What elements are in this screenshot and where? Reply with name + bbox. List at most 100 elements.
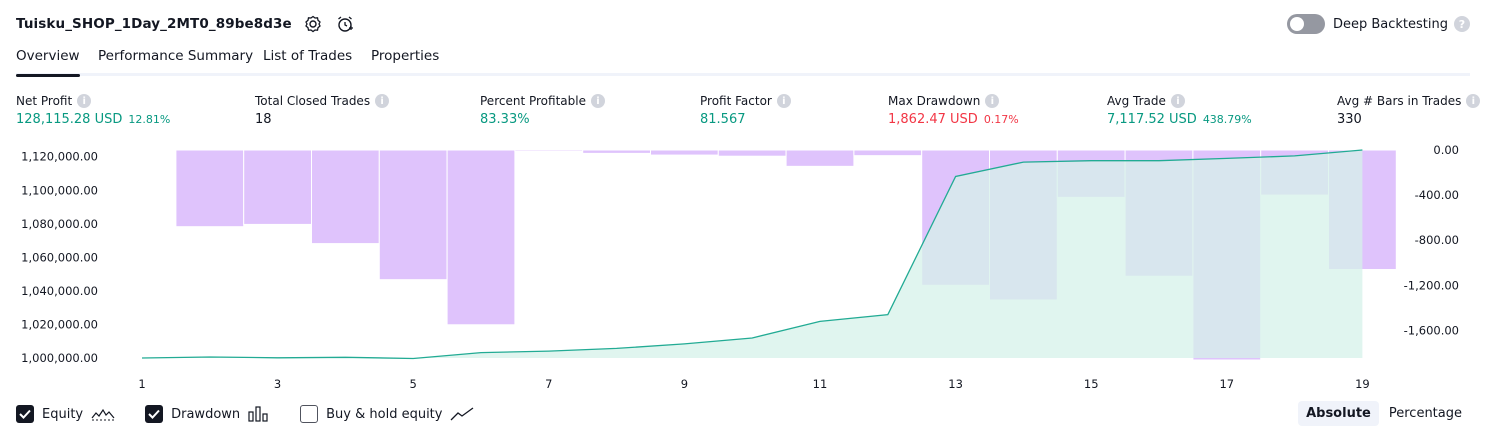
stat-label: Avg # Bars in Trades <box>1337 94 1462 108</box>
stat-value: 1,862.47 USD <box>888 112 978 127</box>
x-axis-tick: 11 <box>813 377 828 391</box>
stat-value: 18 <box>255 112 272 127</box>
stat-label: Percent Profitable <box>480 94 586 108</box>
drawdown-bar <box>107 149 177 152</box>
strategy-header: Tuisku_SHOP_1Day_2MT0_89be8d3e <box>16 12 356 36</box>
x-axis-tick: 13 <box>948 377 963 391</box>
deep-backtesting: Deep Backtesting ? <box>1286 12 1470 36</box>
legend-label: Buy & hold equity <box>326 406 443 422</box>
legend-label: Drawdown <box>171 406 241 422</box>
checkbox-drawdown[interactable] <box>145 405 164 423</box>
mode-percentage-button[interactable]: Percentage <box>1388 406 1462 421</box>
left-axis-tick: 1,020,000.00 <box>21 317 98 331</box>
stat-profit-factor: Profit Factor i 81.567 <box>700 94 791 127</box>
right-axis-tick: -400.00 <box>1415 188 1459 202</box>
legend-equity[interactable]: Equity <box>16 405 115 423</box>
stat-value: 83.33% <box>480 112 530 127</box>
settings-icon[interactable] <box>302 13 324 35</box>
right-axis: 0.00 -400.00 -800.00 -1,200.00 -1,600.00 <box>1404 143 1459 337</box>
tab-performance-summary[interactable]: Performance Summary <box>98 48 254 64</box>
stat-value: 330 <box>1337 112 1362 127</box>
drawdown-bar <box>650 149 719 156</box>
stat-percent-profitable: Percent Profitable i 83.33% <box>480 94 605 127</box>
info-icon[interactable]: i <box>590 94 605 108</box>
legend-drawdown[interactable]: Drawdown <box>145 405 270 423</box>
x-axis-tick: 15 <box>1084 377 1099 391</box>
checkbox-equity[interactable] <box>16 405 34 423</box>
x-axis-tick: 5 <box>410 377 417 391</box>
help-icon[interactable]: ? <box>1454 16 1470 32</box>
info-icon[interactable]: i <box>985 94 1000 108</box>
stat-label: Max Drawdown <box>888 94 981 108</box>
info-icon[interactable]: i <box>776 94 791 108</box>
drawdown-bar <box>717 149 787 157</box>
stat-sub: 0.17% <box>983 113 1019 126</box>
drawdown-bar <box>582 149 652 154</box>
drawdown-bars-icon <box>248 406 270 422</box>
info-icon[interactable]: i <box>1466 94 1481 108</box>
legend-label: Equity <box>42 406 84 422</box>
tab-properties[interactable]: Properties <box>371 48 440 64</box>
tab-overview[interactable]: Overview <box>16 48 80 77</box>
right-axis-tick: -800.00 <box>1415 233 1459 247</box>
drawdown-bar <box>243 149 312 225</box>
left-axis: 1,000,000.00 1,020,000.00 1,040,000.00 1,06… <box>21 150 98 365</box>
legend-buy-hold[interactable]: Buy & hold equity <box>300 405 474 423</box>
deep-backtesting-toggle[interactable] <box>1286 14 1325 34</box>
tab-list-of-trades[interactable]: List of Trades <box>263 48 353 64</box>
buy-hold-line-icon <box>450 407 474 421</box>
chart-legend: Equity Drawdown Buy & hold equity <box>16 403 504 425</box>
checkbox-buy-hold[interactable] <box>300 405 319 423</box>
equity-drawdown-chart: 1,000,000.00 1,020,000.00 1,040,000.00 1,06… <box>21 143 1459 391</box>
left-axis-tick: 1,040,000.00 <box>21 284 98 298</box>
right-axis-tick: -1,600.00 <box>1404 323 1459 337</box>
info-icon[interactable]: i <box>375 94 390 108</box>
drawdown-bar <box>853 149 923 157</box>
x-axis-tick: 1 <box>138 377 145 391</box>
stat-total-closed-trades: Total Closed Trades i 18 <box>255 94 390 127</box>
drawdown-bar <box>311 149 380 245</box>
x-axis-tick: 3 <box>274 377 281 391</box>
stat-avg-trade: Avg Trade i 7,117.52 USD 438.79% <box>1107 94 1252 127</box>
info-icon[interactable]: i <box>77 94 92 108</box>
left-axis-tick: 1,060,000.00 <box>21 250 98 264</box>
strategy-name: Tuisku_SHOP_1Day_2MT0_89be8d3e <box>16 16 292 32</box>
x-axis-tick: 17 <box>1219 377 1234 391</box>
equity-line <box>141 149 1363 360</box>
equity-area <box>142 150 1363 359</box>
stat-sub: 12.81% <box>128 113 171 126</box>
stat-label: Profit Factor <box>700 94 772 108</box>
x-axis: 1 3 5 7 9 11 13 15 17 19 <box>138 377 1369 391</box>
drawdown-bar <box>785 149 855 167</box>
stat-value: 128,115.28 USD <box>16 112 123 127</box>
left-axis-tick: 1,080,000.00 <box>21 217 98 231</box>
stat-net-profit: Net Profit i 128,115.28 USD 12.81% <box>16 94 170 127</box>
stat-value: 81.567 <box>700 112 746 127</box>
deep-backtesting-label: Deep Backtesting <box>1332 16 1448 32</box>
stat-sub: 438.79% <box>1202 113 1252 126</box>
left-axis-tick: 1,000,000.00 <box>21 351 98 365</box>
stat-avg-bars: Avg # Bars in Trades i 330 <box>1337 94 1481 127</box>
x-axis-tick: 19 <box>1355 377 1370 391</box>
stat-label: Net Profit <box>16 94 73 108</box>
mode-absolute-button[interactable]: Absolute <box>1298 401 1379 426</box>
drawdown-bar <box>175 149 245 228</box>
stat-max-drawdown: Max Drawdown i 1,862.47 USD 0.17% <box>888 94 1019 127</box>
drawdown-bar <box>514 149 584 152</box>
left-axis-tick: 1,100,000.00 <box>21 183 98 197</box>
alert-clock-icon[interactable] <box>334 13 356 35</box>
x-axis-tick: 7 <box>545 377 552 391</box>
right-axis-tick: -1,200.00 <box>1404 278 1459 292</box>
info-icon[interactable]: i <box>1170 94 1185 108</box>
left-axis-tick: 1,120,000.00 <box>21 150 98 164</box>
right-axis-tick: 0.00 <box>1433 143 1459 157</box>
stat-label: Total Closed Trades <box>255 94 371 108</box>
stat-label: Avg Trade <box>1107 94 1166 108</box>
view-mode-switch: Absolute Percentage <box>1296 401 1470 426</box>
equity-wave-icon <box>91 407 115 421</box>
stat-value: 7,117.52 USD <box>1107 112 1197 127</box>
drawdown-bar <box>378 149 448 281</box>
tab-bar: Overview Performance Summary List of Tra… <box>16 46 1470 77</box>
drawdown-bar <box>446 149 516 326</box>
x-axis-tick: 9 <box>681 377 688 391</box>
